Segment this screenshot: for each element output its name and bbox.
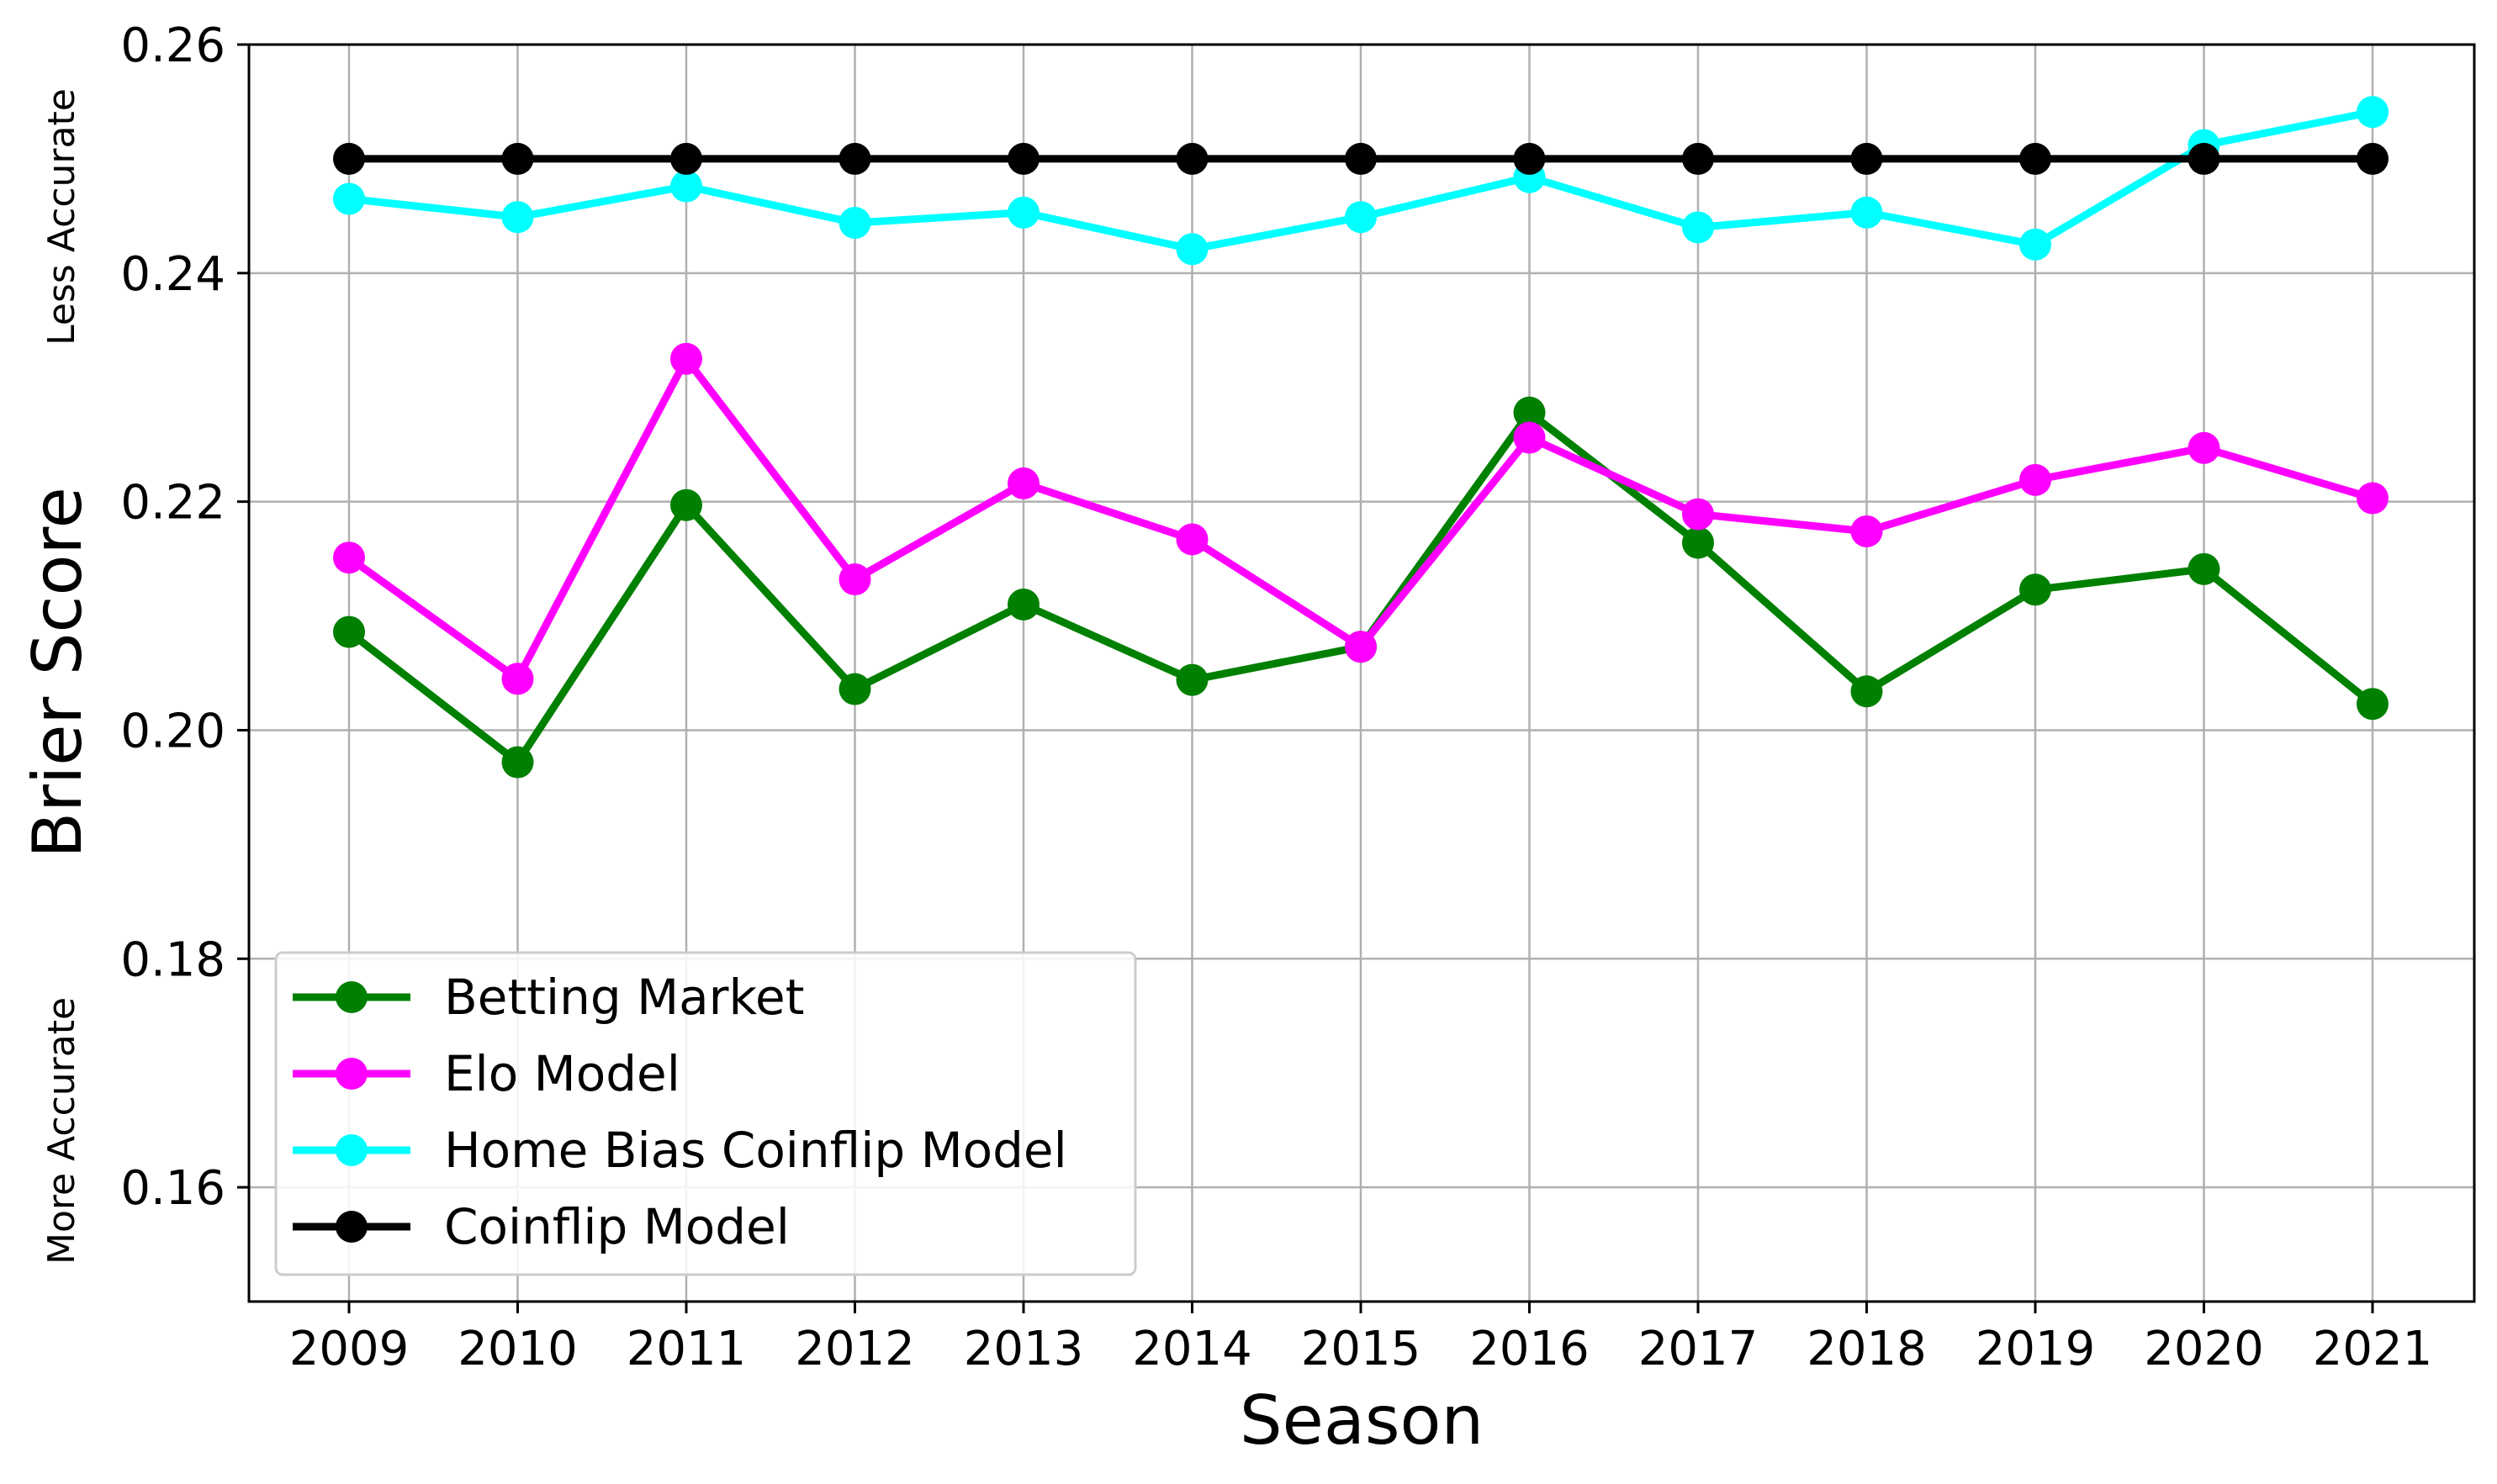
less-accurate-note: Less Accurate (40, 88, 83, 346)
legend-swatch-marker (336, 1211, 368, 1243)
data-point-elo-model-2020 (2188, 431, 2220, 464)
x-tick-label: 2019 (1976, 1322, 2096, 1376)
series-betting-market (333, 396, 2389, 779)
y-tick-label: 0.24 (120, 247, 225, 302)
data-point-home-bias-coinflip-model-2017 (1682, 211, 1714, 244)
data-point-betting-market-2013 (1008, 588, 1040, 621)
data-point-betting-market-2009 (333, 615, 365, 648)
y-tick-label: 0.16 (120, 1161, 225, 1216)
data-point-betting-market-2021 (2357, 688, 2389, 721)
data-point-coinflip-model-2018 (1850, 142, 1883, 175)
legend-label: Betting Market (444, 969, 804, 1026)
data-point-coinflip-model-2016 (1513, 142, 1546, 175)
data-point-coinflip-model-2020 (2188, 142, 2220, 175)
x-tick-label: 2017 (1638, 1322, 1759, 1376)
data-point-betting-market-2014 (1176, 663, 1209, 696)
y-tick-label: 0.18 (120, 932, 225, 987)
more-accurate-note: More Accurate (40, 997, 83, 1265)
x-tick-label: 2010 (458, 1322, 578, 1376)
data-point-elo-model-2019 (2019, 463, 2051, 496)
x-tick-label: 2014 (1132, 1322, 1252, 1376)
legend-swatch-marker (336, 1134, 368, 1166)
series-home-bias-coinflip-model (333, 96, 2389, 266)
data-point-elo-model-2011 (670, 342, 702, 375)
data-point-home-bias-coinflip-model-2021 (2357, 96, 2389, 129)
x-tick-label: 2018 (1807, 1322, 1927, 1376)
data-point-coinflip-model-2010 (501, 142, 534, 175)
data-point-coinflip-model-2012 (839, 142, 871, 175)
data-point-coinflip-model-2017 (1682, 142, 1714, 175)
x-tick-label: 2016 (1469, 1322, 1590, 1376)
x-tick-label: 2011 (627, 1322, 747, 1376)
data-point-betting-market-2019 (2019, 573, 2051, 606)
x-tick-label: 2009 (289, 1322, 410, 1376)
data-point-elo-model-2016 (1513, 421, 1546, 454)
legend: Betting Market Elo Model Home Bias Coinfli… (274, 951, 1137, 1276)
data-point-betting-market-2012 (839, 673, 871, 705)
data-point-home-bias-coinflip-model-2009 (333, 182, 365, 215)
data-point-home-bias-coinflip-model-2011 (670, 170, 702, 203)
data-point-coinflip-model-2015 (1345, 142, 1377, 175)
data-point-elo-model-2012 (839, 563, 871, 596)
data-point-betting-market-2010 (501, 746, 534, 779)
data-point-coinflip-model-2021 (2357, 142, 2389, 175)
data-point-elo-model-2013 (1008, 467, 1040, 499)
legend-label: Coinflip Model (444, 1198, 790, 1255)
x-axis-ticks: 2009 2010 2011 2012 2013 2014 2015 2016 2017 2018… (289, 1302, 2433, 1376)
data-point-coinflip-model-2014 (1176, 142, 1209, 175)
series-layer (333, 96, 2389, 779)
data-point-coinflip-model-2019 (2019, 142, 2051, 175)
x-tick-label: 2020 (2144, 1322, 2264, 1376)
data-point-elo-model-2018 (1850, 515, 1883, 547)
data-point-coinflip-model-2009 (333, 142, 365, 175)
y-tick-label: 0.26 (120, 18, 225, 73)
legend-item-betting-market: Betting Market (293, 969, 804, 1026)
x-tick-label: 2013 (964, 1322, 1084, 1376)
data-point-coinflip-model-2011 (670, 142, 702, 175)
legend-label: Elo Model (444, 1045, 680, 1102)
data-point-elo-model-2010 (501, 663, 534, 695)
legend-label: Home Bias Coinflip Model (444, 1122, 1067, 1179)
data-point-elo-model-2014 (1176, 523, 1209, 556)
series-elo-model (333, 342, 2389, 695)
data-point-home-bias-coinflip-model-2013 (1008, 196, 1040, 229)
data-point-home-bias-coinflip-model-2015 (1345, 201, 1377, 234)
legend-item-home-bias-coinflip-model: Home Bias Coinflip Model (293, 1122, 1067, 1179)
data-point-home-bias-coinflip-model-2018 (1850, 196, 1883, 229)
x-tick-label: 2021 (2313, 1322, 2433, 1376)
y-tick-label: 0.22 (120, 476, 225, 531)
data-point-elo-model-2021 (2357, 482, 2389, 515)
data-point-betting-market-2016 (1513, 396, 1546, 429)
y-tick-label: 0.20 (120, 704, 225, 758)
data-point-betting-market-2017 (1682, 526, 1714, 559)
legend-swatch-marker (336, 1058, 368, 1090)
x-tick-label: 2012 (795, 1322, 915, 1376)
x-axis-title: Season (1240, 1381, 1484, 1460)
series-coinflip-model (333, 142, 2389, 175)
data-point-elo-model-2009 (333, 541, 365, 574)
x-tick-label: 2015 (1301, 1322, 1421, 1376)
data-point-betting-market-2020 (2188, 552, 2220, 585)
legend-swatch-marker (336, 981, 368, 1013)
data-point-coinflip-model-2013 (1008, 142, 1040, 175)
legend-item-coinflip-model: Coinflip Model (293, 1198, 790, 1255)
data-point-home-bias-coinflip-model-2014 (1176, 233, 1209, 266)
legend-box (274, 951, 1137, 1276)
data-point-home-bias-coinflip-model-2012 (839, 207, 871, 240)
data-point-home-bias-coinflip-model-2019 (2019, 228, 2051, 261)
legend-item-elo-model: Elo Model (293, 1045, 680, 1102)
data-point-betting-market-2011 (670, 489, 702, 521)
data-point-elo-model-2017 (1682, 498, 1714, 531)
data-point-elo-model-2015 (1345, 631, 1377, 663)
y-axis-title: Brier Score (19, 487, 97, 858)
data-point-home-bias-coinflip-model-2010 (501, 201, 534, 234)
y-axis-ticks: 0.16 0.18 0.20 0.22 0.24 0.26 (120, 18, 249, 1216)
data-point-betting-market-2018 (1850, 675, 1883, 708)
